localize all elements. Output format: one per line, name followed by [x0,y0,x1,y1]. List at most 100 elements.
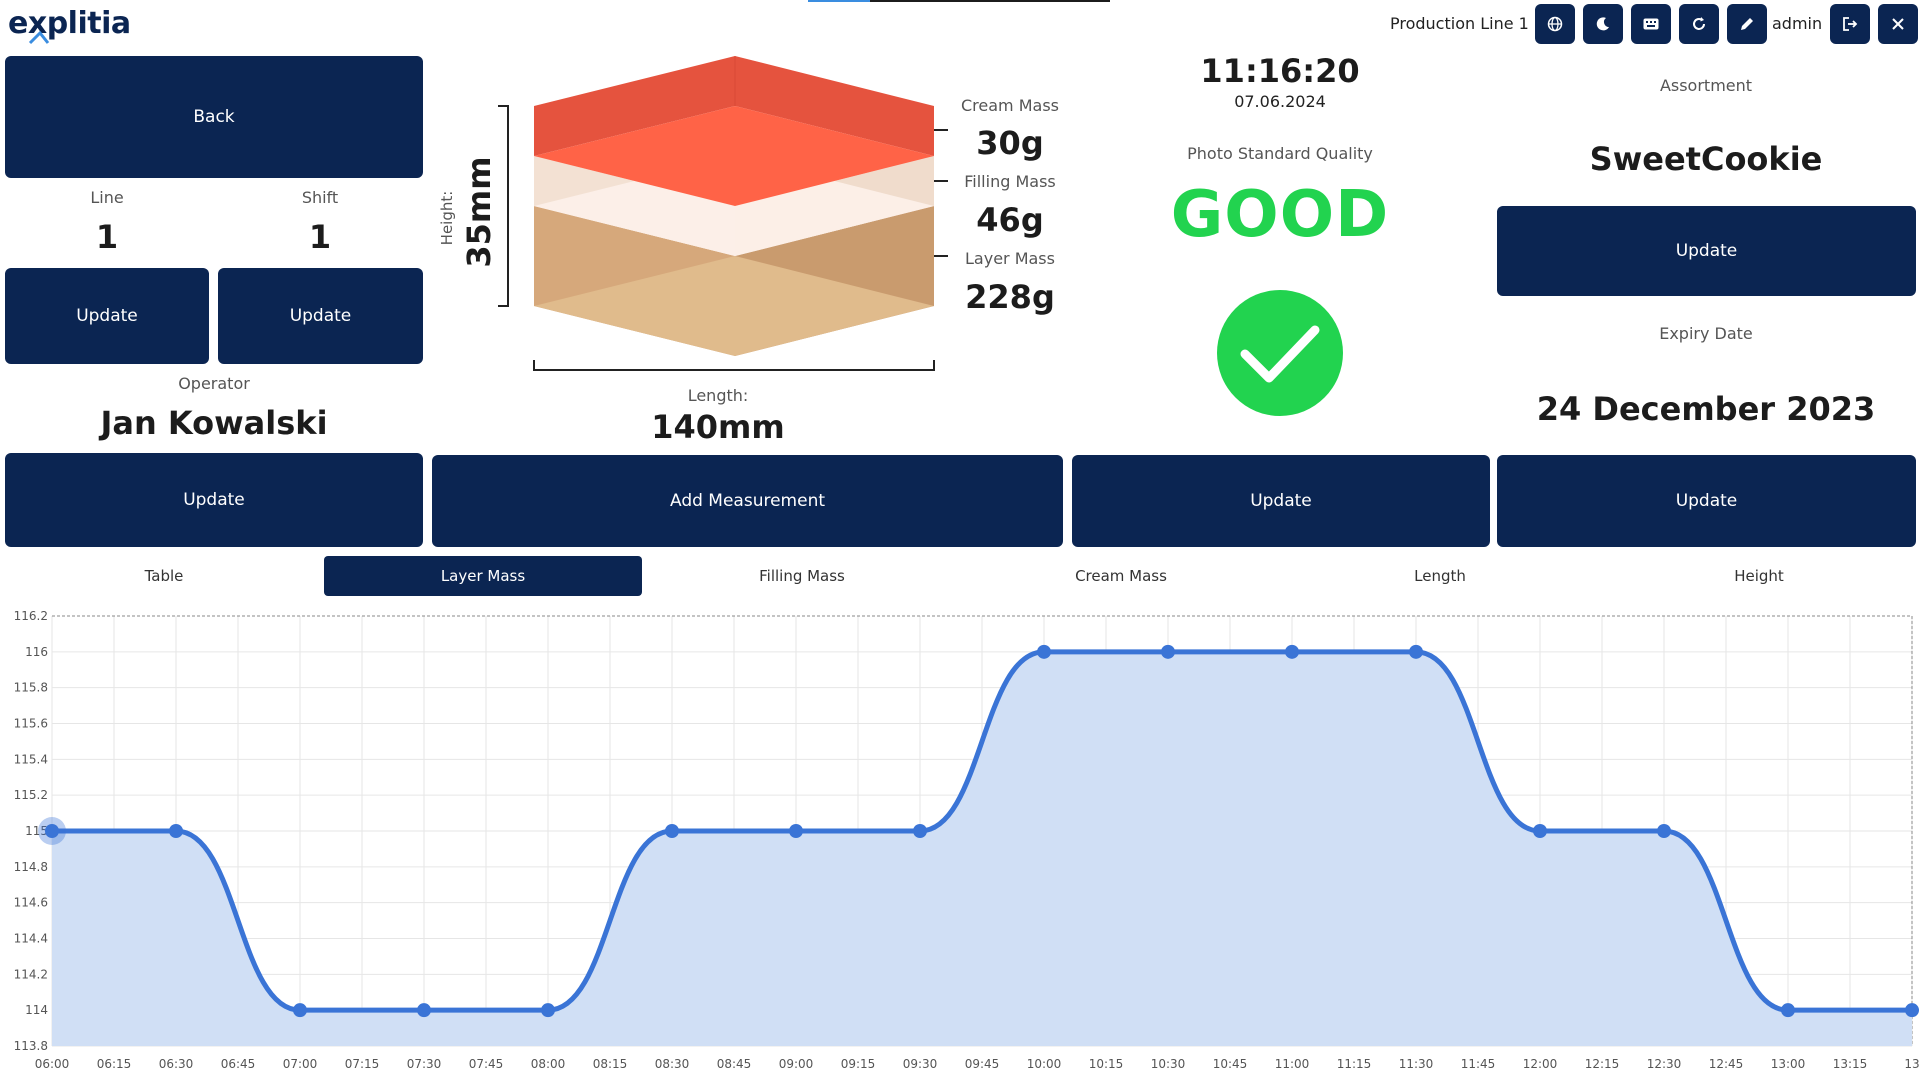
x-tick-label: 06:30 [159,1057,194,1071]
tab-layer-mass[interactable]: Layer Mass [324,556,642,596]
x-tick-label: 09:15 [841,1057,876,1071]
x-tick-label: 12:30 [1647,1057,1682,1071]
x-tick-label: 13:15 [1833,1057,1868,1071]
y-tick-label: 114.4 [14,932,48,946]
top-progress-bar [808,0,1110,2]
data-point [1285,644,1299,659]
data-point [1657,824,1671,838]
quality-status-text: GOOD [1170,178,1390,252]
x-tick-label: 13:00 [1771,1057,1806,1071]
x-tick-label: 10:00 [1027,1057,1062,1071]
tab-cream-mass[interactable]: Cream Mass [1075,567,1167,585]
logout-icon[interactable] [1830,4,1870,44]
x-tick-label: 09:30 [903,1057,938,1071]
x-tick-label: 08:30 [655,1057,690,1071]
data-point [417,1003,431,1018]
layer-mass-label: Layer Mass [965,249,1055,268]
shift-label: Shift [301,188,339,207]
tab-length[interactable]: Length [1414,567,1466,585]
close-icon[interactable] [1878,4,1918,44]
globe-icon[interactable] [1535,4,1575,44]
tab-filling-mass[interactable]: Filling Mass [759,567,845,585]
x-tick-label: 10:15 [1089,1057,1124,1071]
line-label: Line [90,188,124,207]
logo-swoosh-icon [28,30,50,49]
x-tick-label: 06:15 [97,1057,132,1071]
y-tick-label: 115.8 [14,681,48,695]
update-shift-button[interactable]: Update [218,268,423,364]
x-tick-label: 12:45 [1709,1057,1744,1071]
x-tick-label: 11:45 [1461,1057,1496,1071]
cream-mass-value: 30g [976,124,1044,162]
update-line-button[interactable]: Update [5,268,209,364]
layer-mass-front-lower [534,256,934,356]
y-tick-label: 114 [25,1003,48,1017]
cream-mass-label: Cream Mass [961,96,1059,115]
operator-name: Jan Kowalski [100,404,328,442]
tab-table[interactable]: Table [144,567,184,585]
data-point [1533,824,1547,838]
data-point [45,824,59,838]
data-point [169,824,183,838]
photo-quality-label: Photo Standard Quality [1187,144,1373,163]
shift-value: 1 [308,218,332,256]
y-tick-label: 115.4 [14,752,48,766]
x-tick-label: 11:30 [1399,1057,1434,1071]
back-button[interactable]: Back [5,56,423,178]
cookie-layers-diagram [498,56,948,371]
length-value: 140mm [651,408,785,446]
keyboard-icon[interactable] [1631,4,1671,44]
update-operator-button[interactable]: Update [5,453,423,547]
update-assortment-button[interactable]: Update [1497,206,1916,296]
x-tick-label: 10:30 [1151,1057,1186,1071]
x-tick-label: 06:45 [221,1057,256,1071]
x-tick-label: 10:45 [1213,1057,1248,1071]
x-tick-label: 11:00 [1275,1057,1310,1071]
data-point [913,824,927,838]
x-tick-label: 12:15 [1585,1057,1620,1071]
y-tick-label: 113.8 [14,1039,48,1053]
filling-mass-label: Filling Mass [964,172,1056,191]
filling-mass-value: 46g [976,201,1044,239]
y-tick-label: 116.2 [14,609,48,623]
length-bracket [533,360,935,371]
line-value: 1 [95,218,119,256]
x-tick-label: 08:45 [717,1057,752,1071]
y-tick-label: 115.2 [14,788,48,802]
data-point [541,1003,555,1018]
expiry-date-label: Expiry Date [1659,324,1753,343]
x-tick-label: 09:00 [779,1057,814,1071]
tab-height[interactable]: Height [1734,567,1784,585]
assortment-value: SweetCookie [1589,140,1823,178]
add-measurement-button[interactable]: Add Measurement [432,455,1063,547]
clock-date: 07.06.2024 [1234,92,1326,111]
height-bracket [498,105,509,307]
update-quality-button[interactable]: Update [1072,455,1490,547]
update-expiry-button[interactable]: Update [1497,455,1916,547]
cream-mass-top-face [534,106,934,206]
x-tick-label: 12:00 [1523,1057,1558,1071]
clock-time: 11:16:20 [1200,52,1360,90]
moon-icon[interactable] [1583,4,1623,44]
layer-mass-chart: 06:00 06:15 06:30 06:45 07:00 07:15 07:30 07:45… [14,609,1920,1071]
user-name: admin [1772,14,1823,33]
app-logo: explitia [8,6,131,41]
x-tick-label: 08:15 [593,1057,628,1071]
x-tick-label: 06:00 [35,1057,70,1071]
layer-mass-value: 228g [965,278,1055,316]
height-label: Height: [438,190,456,246]
refresh-icon[interactable] [1679,4,1719,44]
y-tick-label: 115 [25,824,48,838]
data-point [789,824,803,838]
y-tick-label: 114.8 [14,860,48,874]
y-tick-label: 114.6 [14,896,48,910]
series-area [52,651,1912,1046]
expiry-date-value: 24 December 2023 [1536,390,1876,428]
data-point [293,1003,307,1018]
edit-icon[interactable] [1727,4,1767,44]
data-point [1161,644,1175,659]
operator-label: Operator [178,374,250,393]
series-line [51,649,1912,1013]
top-progress-bar-fill [808,0,870,2]
height-value: 35mm [460,156,498,268]
